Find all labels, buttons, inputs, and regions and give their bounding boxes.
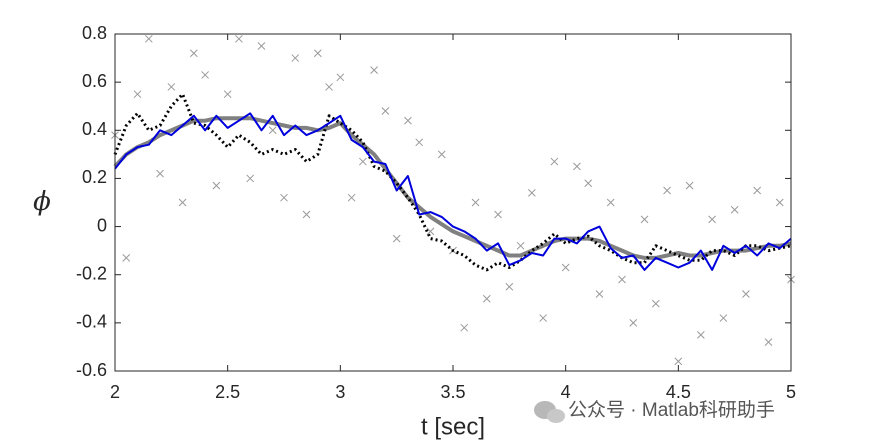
scatter-point	[144, 34, 153, 43]
scatter-point	[618, 275, 626, 284]
scatter-point	[347, 193, 356, 202]
scatter-point	[561, 263, 570, 272]
scatter-point	[291, 54, 300, 62]
y-tick-label: 0.6	[82, 71, 107, 91]
scatter-point	[392, 234, 401, 243]
plot-area	[115, 34, 791, 371]
scatter-point	[302, 210, 311, 219]
scatter-point	[719, 314, 728, 322]
x-tick-label: 4.5	[666, 382, 691, 402]
scatter-point	[437, 150, 446, 159]
scatter-point	[235, 34, 243, 43]
y-axis-label: ϕ	[33, 187, 51, 217]
scatter-point	[539, 314, 547, 322]
scatter-point	[742, 290, 750, 298]
scatter-point	[359, 157, 367, 166]
scatter-point	[685, 181, 694, 190]
scatter-point	[516, 241, 525, 250]
scatter-point	[201, 71, 209, 79]
y-tick-label: 0	[97, 215, 107, 235]
y-tick-label: -0.6	[76, 360, 107, 380]
x-tick-label: 3	[335, 382, 345, 402]
scatter-point	[640, 215, 649, 224]
scatter-point	[325, 83, 333, 91]
watermark-icon	[547, 409, 565, 423]
y-tick-label: -0.4	[76, 312, 107, 332]
scatter-point	[550, 157, 559, 166]
scatter-point	[697, 331, 705, 339]
x-tick-label: 2	[110, 382, 120, 402]
x-tick-label: 5	[786, 382, 796, 402]
scatter-point	[370, 66, 378, 74]
scatter-point	[156, 169, 164, 178]
scatter-point	[381, 107, 390, 115]
scatter-point	[573, 162, 581, 171]
scatter-point	[268, 126, 277, 135]
scatter-point	[133, 90, 142, 99]
scatter-point	[212, 181, 221, 190]
line-series	[113, 116, 792, 260]
scatter-point	[764, 338, 773, 346]
scatter-point	[651, 299, 660, 308]
scatter-point	[775, 198, 784, 207]
scatter-point	[167, 83, 176, 91]
scatter-point	[528, 189, 536, 197]
scatter-point	[708, 215, 716, 224]
watermark-text: 公众号 · Matlab科研助手	[568, 399, 775, 421]
scatter-point	[674, 357, 683, 366]
line-series	[113, 92, 792, 272]
y-tick-label: 0.2	[82, 167, 107, 187]
y-tick-label: -0.2	[76, 263, 107, 283]
x-tick-label: 3.5	[440, 382, 465, 402]
scatter-point	[730, 205, 739, 214]
scatter-point	[246, 174, 255, 183]
x-axis-label: t [sec]	[421, 413, 485, 440]
scatter-point	[313, 49, 322, 58]
line-series	[114, 112, 792, 271]
scatter-point	[584, 179, 593, 188]
x-tick-label: 4	[561, 382, 571, 402]
scatter-point	[223, 90, 232, 99]
x-tick-label: 2.5	[215, 382, 240, 402]
scatter-point	[415, 138, 424, 147]
scatter-point	[471, 198, 480, 207]
scatter-point	[629, 319, 638, 327]
y-tick-label: 0.4	[82, 119, 107, 139]
scatter-point	[404, 116, 412, 125]
scatter-point	[257, 42, 266, 50]
scatter-point	[494, 210, 502, 219]
scatter-point	[122, 254, 131, 262]
scatter-point	[460, 323, 469, 332]
scatter-point	[336, 73, 345, 82]
scatter-point	[178, 198, 187, 207]
scatter-point	[190, 49, 198, 58]
scatter-point	[426, 227, 435, 236]
scatter-point	[482, 294, 491, 303]
scatter-point	[595, 290, 604, 298]
scatter-point	[753, 186, 762, 195]
scatter-point	[663, 186, 671, 195]
scatter-point	[280, 193, 288, 202]
scatter-point	[505, 282, 514, 291]
scatter-point	[606, 198, 615, 207]
y-tick-label: 0.8	[82, 23, 107, 43]
watermark: 公众号 · Matlab科研助手	[534, 399, 775, 423]
